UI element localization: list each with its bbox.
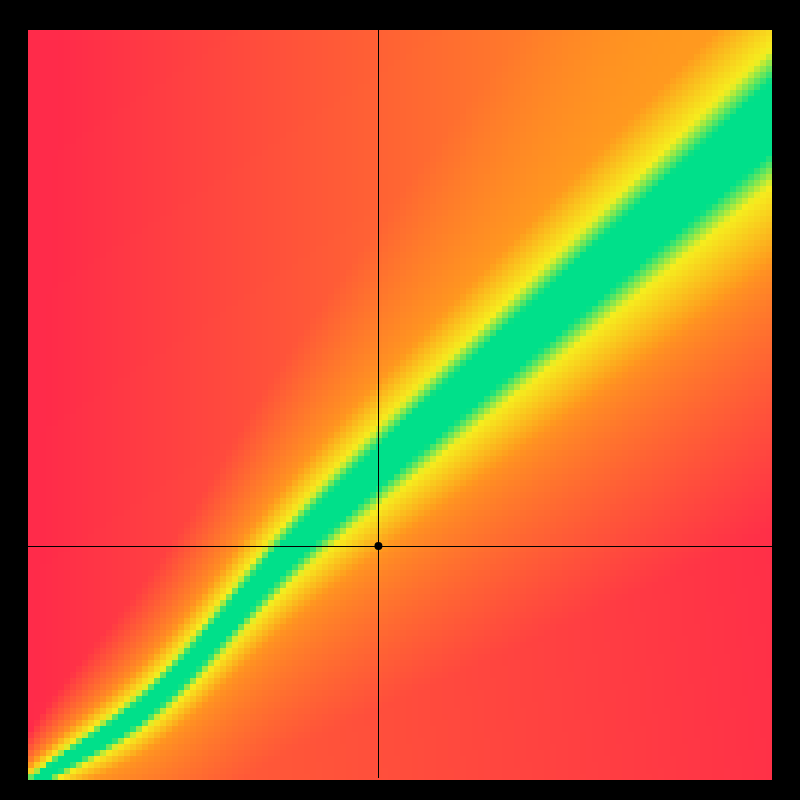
bottleneck-heatmap xyxy=(0,0,800,800)
chart-container: TheBottleneck.com xyxy=(0,0,800,800)
